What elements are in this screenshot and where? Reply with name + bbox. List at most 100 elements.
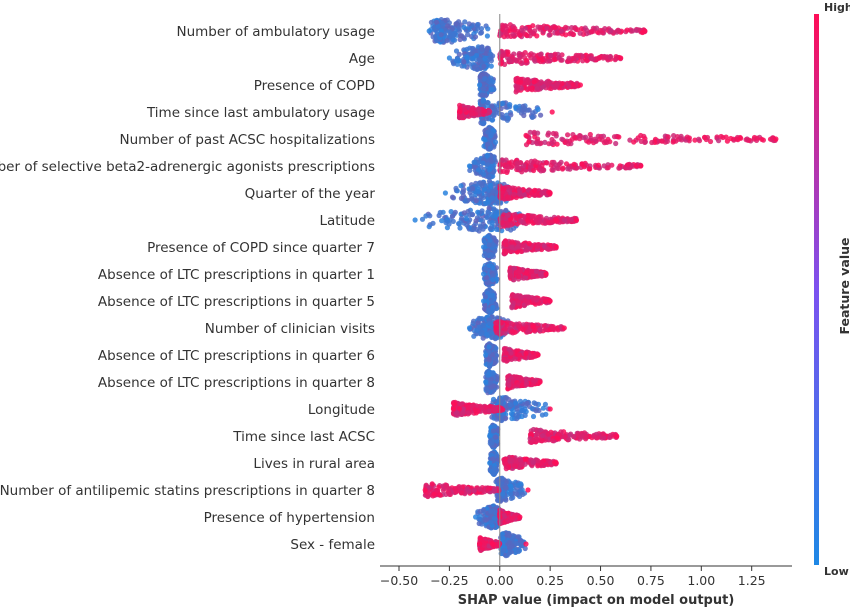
feature-label: Time since last ACSC bbox=[232, 429, 375, 445]
shap-point bbox=[475, 188, 481, 194]
shap-point bbox=[499, 100, 505, 106]
shap-point bbox=[479, 92, 485, 98]
feature-label: Quarter of the year bbox=[245, 186, 376, 202]
shap-point bbox=[659, 138, 665, 144]
shap-point bbox=[471, 159, 477, 165]
shap-point bbox=[486, 408, 492, 414]
shap-point bbox=[531, 167, 537, 174]
shap-point bbox=[590, 56, 596, 62]
shap-point bbox=[545, 246, 551, 252]
shap-point bbox=[487, 166, 493, 172]
feature-label: Age bbox=[349, 51, 375, 67]
shap-point bbox=[575, 27, 581, 33]
feature-row bbox=[481, 124, 779, 152]
shap-point bbox=[586, 139, 592, 145]
shap-point bbox=[577, 133, 583, 139]
shap-point bbox=[481, 298, 487, 304]
shap-point bbox=[547, 27, 553, 33]
feature-label: Absence of LTC prescriptions in quarter … bbox=[98, 267, 375, 283]
shap-point bbox=[433, 19, 440, 25]
shap-point bbox=[454, 56, 461, 62]
shap-point bbox=[469, 45, 475, 52]
shap-point bbox=[507, 402, 513, 408]
shap-point bbox=[539, 190, 545, 196]
shap-point bbox=[720, 134, 726, 141]
shap-point bbox=[487, 320, 493, 327]
shap-point bbox=[612, 57, 618, 63]
shap-point bbox=[482, 265, 489, 272]
shap-point bbox=[454, 410, 460, 416]
shap-point bbox=[531, 400, 537, 406]
shap-point bbox=[438, 28, 444, 34]
shap-point bbox=[481, 136, 487, 142]
shap-point bbox=[484, 46, 490, 52]
shap-point bbox=[522, 297, 528, 303]
feature-label: Number of antilipemic statins prescripti… bbox=[0, 483, 375, 499]
shap-point bbox=[446, 29, 452, 35]
shap-point bbox=[516, 273, 522, 280]
shap-point bbox=[509, 329, 515, 335]
shap-point bbox=[583, 134, 589, 140]
shap-point bbox=[480, 226, 486, 232]
shap-point bbox=[456, 221, 462, 227]
shap-point bbox=[542, 55, 549, 62]
shap-point bbox=[569, 136, 575, 142]
shap-point bbox=[517, 59, 523, 65]
shap-point bbox=[489, 117, 495, 123]
shap-point bbox=[616, 134, 622, 140]
shap-point bbox=[515, 84, 521, 90]
shap-point bbox=[505, 194, 511, 200]
shap-point bbox=[498, 215, 504, 221]
shap-point bbox=[517, 269, 523, 275]
shap-point bbox=[490, 277, 496, 283]
shap-point bbox=[487, 145, 494, 151]
shap-point bbox=[473, 218, 479, 224]
shap-point bbox=[514, 406, 520, 412]
shap-point bbox=[553, 244, 559, 250]
shap-point bbox=[492, 407, 498, 414]
shap-point bbox=[487, 182, 493, 189]
shap-point bbox=[611, 134, 618, 140]
shap-point bbox=[480, 120, 487, 126]
shap-point bbox=[513, 293, 519, 299]
shap-point bbox=[507, 58, 513, 64]
shap-point bbox=[534, 140, 540, 147]
shap-point bbox=[515, 29, 521, 35]
shap-point bbox=[618, 55, 624, 61]
shap-point bbox=[522, 25, 529, 31]
feature-row bbox=[487, 422, 620, 450]
shap-point bbox=[485, 26, 491, 32]
shap-point bbox=[609, 162, 615, 168]
shap-point bbox=[484, 33, 490, 39]
feature-label: Sex - female bbox=[290, 537, 375, 553]
shap-point bbox=[573, 52, 579, 58]
shap-point bbox=[509, 305, 515, 311]
shap-point bbox=[503, 249, 509, 255]
shap-point bbox=[489, 220, 495, 226]
shap-point bbox=[533, 408, 539, 414]
shap-point bbox=[503, 242, 509, 248]
shap-point bbox=[521, 192, 528, 198]
shap-point bbox=[526, 52, 533, 58]
shap-point bbox=[478, 26, 485, 32]
shap-point bbox=[604, 139, 610, 145]
shap-point bbox=[489, 309, 495, 315]
shap-point bbox=[502, 29, 508, 35]
shap-point bbox=[477, 57, 483, 63]
shap-point bbox=[615, 27, 621, 33]
shap-point bbox=[433, 37, 439, 44]
shap-point bbox=[563, 161, 570, 167]
shap-point bbox=[446, 55, 452, 61]
shap-point bbox=[438, 32, 444, 38]
shap-point bbox=[465, 32, 471, 38]
shap-point bbox=[456, 109, 463, 115]
shap-point bbox=[508, 411, 515, 417]
shap-point bbox=[523, 382, 529, 388]
shap-point bbox=[449, 194, 456, 200]
shap-point bbox=[738, 135, 744, 141]
shap-point bbox=[541, 84, 547, 90]
shap-point bbox=[426, 28, 432, 34]
shap-point bbox=[503, 104, 509, 110]
shap-point bbox=[552, 24, 558, 30]
